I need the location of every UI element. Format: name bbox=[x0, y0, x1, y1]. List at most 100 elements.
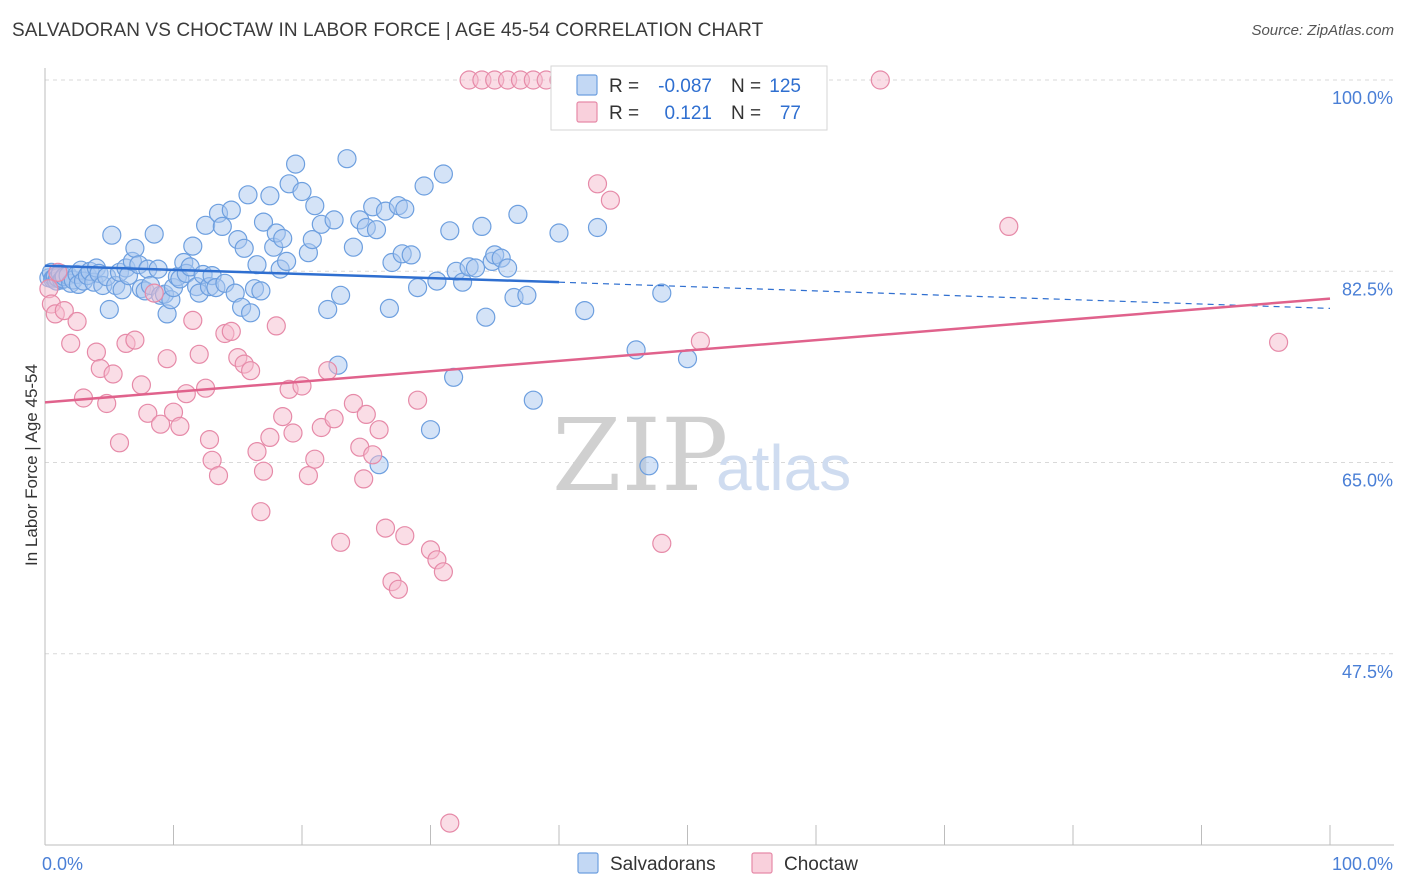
legend-n-value-1: 125 bbox=[769, 76, 801, 97]
choctaw-point-30 bbox=[221, 321, 241, 341]
salvadorans-point-130 bbox=[652, 283, 672, 303]
correlation-legend: R = -0.087 N = 125 R = 0.121 N = 77 bbox=[550, 65, 828, 131]
choctaw-point-74 bbox=[652, 533, 672, 554]
choctaw-point-54 bbox=[369, 420, 389, 440]
choctaw-point-47 bbox=[324, 409, 344, 429]
choctaw-point-18 bbox=[151, 414, 171, 434]
choctaw-point-22 bbox=[176, 384, 196, 404]
legend-n-label-2: N = bbox=[731, 103, 761, 124]
salvadorans-point-127 bbox=[587, 217, 608, 238]
chart-title: SALVADORAN VS CHOCTAW IN LABOR FORCE | A… bbox=[12, 20, 764, 41]
choctaw-point-26 bbox=[199, 430, 220, 450]
choctaw-point-3 bbox=[48, 262, 68, 282]
legend-bottom-label-salvadorans: Salvadorans bbox=[610, 854, 716, 875]
salvadorans-point-107 bbox=[427, 271, 447, 291]
salvadorans-point-103 bbox=[401, 245, 421, 265]
choctaw-point-34 bbox=[247, 442, 267, 462]
axes bbox=[44, 68, 1394, 846]
salvadorans-point-108 bbox=[433, 164, 453, 184]
legend-bottom-swatch-choctaw bbox=[751, 852, 773, 874]
salvadorans-point-87 bbox=[324, 210, 344, 230]
x-tick-label-0: 0.0% bbox=[42, 854, 83, 874]
choctaw-point-63 bbox=[440, 813, 460, 833]
choctaw-point-53 bbox=[363, 445, 383, 465]
choctaw-point-5 bbox=[61, 333, 81, 353]
choctaw-point-24 bbox=[189, 344, 209, 364]
choctaw-point-41 bbox=[283, 423, 303, 443]
choctaw-trend-line bbox=[44, 297, 1331, 404]
salvadorans-point-77 bbox=[273, 228, 293, 249]
salvadorans-point-26 bbox=[102, 225, 122, 245]
salvadorans-point-91 bbox=[343, 237, 363, 257]
choctaw-point-39 bbox=[273, 407, 293, 427]
salvadorans-point-131 bbox=[677, 349, 698, 369]
legend-r-value-1: -0.087 bbox=[658, 76, 712, 97]
choctaw-point-78 bbox=[1268, 332, 1289, 352]
salvadorans-point-124 bbox=[523, 390, 543, 410]
salvadorans-point-109 bbox=[440, 221, 460, 241]
y-tick-label-0: 47.5% bbox=[1342, 662, 1393, 682]
choctaw-point-76 bbox=[870, 70, 890, 90]
salvadorans-point-84 bbox=[305, 196, 325, 216]
legend-swatch-salvadorans bbox=[576, 74, 598, 96]
salvadorans-point-62 bbox=[221, 200, 241, 220]
salvadorans-point-81 bbox=[292, 181, 312, 202]
watermark: ZIP atlas bbox=[552, 397, 851, 514]
legend-r-label-2: R = bbox=[609, 103, 639, 124]
choctaw-point-36 bbox=[253, 461, 274, 481]
choctaw-point-58 bbox=[395, 526, 415, 546]
choctaw-point-28 bbox=[208, 466, 229, 486]
choctaw-point-48 bbox=[331, 532, 351, 552]
choctaw-point-49 bbox=[343, 393, 363, 414]
legend-r-value-2: 0.121 bbox=[664, 103, 712, 124]
choctaw-point-37 bbox=[260, 427, 280, 447]
salvadorans-point-89 bbox=[331, 285, 351, 305]
salvadorans-point-122 bbox=[508, 204, 528, 224]
legend-bottom-swatch-salvadorans bbox=[577, 852, 599, 874]
salvadorans-point-86 bbox=[318, 299, 338, 320]
salvadorans-point-129 bbox=[639, 456, 659, 476]
salvadorans-point-90 bbox=[337, 149, 357, 169]
trend-lines bbox=[44, 264, 1331, 404]
y-tick-label-1: 65.0% bbox=[1342, 471, 1393, 491]
choctaw-point-21 bbox=[170, 416, 190, 436]
choctaw-point-62 bbox=[433, 562, 453, 582]
salvadorans-point-115 bbox=[472, 216, 492, 236]
choctaw-point-38 bbox=[266, 316, 286, 336]
choctaw-point-57 bbox=[388, 579, 408, 599]
choctaw-point-52 bbox=[356, 404, 376, 424]
salvadorans-point-98 bbox=[379, 298, 399, 318]
salvadorans-point-72 bbox=[253, 212, 274, 232]
salvadorans-point-123 bbox=[517, 285, 537, 305]
legend-n-label-1: N = bbox=[731, 76, 761, 97]
choctaw-point-8 bbox=[86, 342, 107, 362]
salvadorans-point-125 bbox=[549, 223, 569, 243]
choctaw-point-51 bbox=[354, 469, 374, 489]
choctaw-point-4 bbox=[54, 301, 74, 321]
choctaw-points bbox=[39, 70, 1289, 833]
choctaw-point-33 bbox=[241, 361, 261, 381]
salvadorans-point-73 bbox=[260, 186, 280, 206]
salvadorans-point-71 bbox=[251, 281, 271, 301]
choctaw-point-44 bbox=[305, 449, 325, 469]
salvadorans-point-60 bbox=[212, 216, 232, 236]
salvadorans-point-83 bbox=[302, 230, 322, 250]
salvadorans-point-39 bbox=[144, 224, 164, 244]
choctaw-point-11 bbox=[103, 364, 123, 384]
choctaw-point-59 bbox=[408, 390, 428, 410]
salvadorans-point-25 bbox=[99, 299, 119, 320]
x-tick-labels: 0.0% 100.0% bbox=[42, 854, 1393, 874]
y-tick-label-3: 100.0% bbox=[1332, 88, 1393, 108]
legend-n-value-2: 77 bbox=[780, 103, 801, 124]
choctaw-point-72 bbox=[587, 174, 608, 194]
choctaw-point-16 bbox=[138, 403, 158, 423]
choctaw-point-12 bbox=[109, 433, 130, 453]
salvadorans-point-70 bbox=[247, 255, 267, 275]
salvadorans-point-67 bbox=[238, 185, 258, 205]
choctaw-point-55 bbox=[375, 518, 396, 538]
legend-r-label-1: R = bbox=[609, 76, 639, 97]
salvadorans-point-106 bbox=[420, 420, 441, 440]
choctaw-point-75 bbox=[690, 331, 711, 351]
watermark-zip: ZIP bbox=[552, 397, 728, 514]
series-legend: Salvadorans Choctaw bbox=[577, 852, 858, 875]
